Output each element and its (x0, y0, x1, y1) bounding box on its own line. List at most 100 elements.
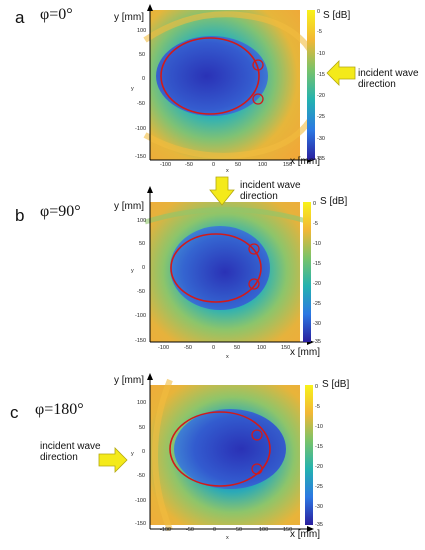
small-y-label: y (131, 86, 134, 92)
y-tick: -150 (135, 338, 147, 344)
cb-tick: -25 (313, 301, 321, 307)
cb-tick: -5 (315, 404, 320, 410)
arrow-left-icon (326, 60, 356, 86)
y-tick: -100 (135, 126, 147, 132)
x-tick: 0 (212, 345, 216, 351)
cb-tick: -25 (317, 114, 325, 120)
axes (147, 373, 314, 532)
small-y-label: y (131, 268, 134, 274)
panel-letter: c (10, 403, 19, 422)
small-x-label: x (226, 354, 229, 360)
x-tick: 100 (257, 345, 267, 351)
incident-line-2: direction (240, 191, 278, 202)
x-axis-label: x [mm] (290, 156, 320, 167)
colorbar (307, 10, 315, 160)
head-interior (156, 36, 268, 116)
y-tick: 0 (142, 265, 146, 271)
arrow-down-icon (209, 176, 235, 206)
target-circle-upper (251, 429, 263, 441)
cb-tick: 0 (315, 384, 319, 390)
cb-tick: 0 (313, 201, 317, 207)
panel-angle: φ=180° (35, 401, 84, 418)
incident-line-1: incident wave (358, 68, 419, 79)
incident-line-2: direction (358, 79, 396, 90)
target-circle-upper (248, 243, 260, 255)
target-circle-lower (248, 278, 260, 290)
x-tick: 50 (235, 162, 242, 168)
x-tick: 50 (236, 527, 243, 533)
target-circle-upper (252, 59, 264, 71)
incident-line-1: incident wave (40, 441, 101, 452)
cb-tick: -35 (313, 339, 321, 345)
y-axis-label: y [mm] (114, 201, 144, 212)
cb-tick: -15 (317, 72, 325, 78)
cb-tick: -15 (315, 444, 323, 450)
panel-angle: φ=0° (40, 6, 73, 23)
head-interior (170, 226, 270, 310)
cb-tick: -10 (315, 424, 323, 430)
cb-tick: -10 (313, 241, 321, 247)
cb-tick: -35 (315, 522, 323, 528)
incident-wave-label: incident wave direction (240, 180, 301, 202)
axes (147, 4, 314, 163)
y-tick: -50 (137, 101, 145, 107)
head-outline-ellipse (169, 411, 271, 487)
small-y-label: y (131, 451, 134, 457)
x-tick: -50 (184, 345, 192, 351)
target-circle-lower (251, 463, 263, 475)
panel-b: b φ=90° (0, 176, 425, 362)
x-tick: -50 (186, 527, 194, 533)
x-tick: 150 (283, 162, 293, 168)
x-tick: 100 (259, 527, 269, 533)
cb-tick: -5 (317, 29, 322, 35)
field-map (144, 202, 311, 342)
x-tick: 50 (234, 345, 241, 351)
cb-tick: -5 (313, 221, 318, 227)
incident-wave-label: incident wave direction (358, 68, 419, 90)
x-tick: 150 (283, 527, 293, 533)
y-axis-label: y [mm] (114, 12, 144, 23)
panel-letter: a (15, 8, 25, 27)
cb-tick: -35 (317, 156, 325, 162)
cb-tick: -30 (313, 321, 321, 327)
colorbar (303, 202, 311, 342)
cb-tick: -30 (317, 136, 325, 142)
x-tick: 150 (281, 345, 291, 351)
panel-a: a φ=0° (0, 0, 425, 180)
y-tick: 50 (139, 52, 146, 58)
y-tick: 50 (139, 241, 146, 247)
cb-tick: -20 (315, 464, 323, 470)
x-tick: -100 (160, 162, 172, 168)
y-tick: -100 (135, 498, 147, 504)
cb-tick: -30 (315, 504, 323, 510)
x-tick: 0 (212, 162, 216, 168)
field-map (150, 378, 300, 532)
panel-c: c φ=180° (0, 367, 425, 547)
target-circle-lower (252, 93, 264, 105)
x-tick: -100 (160, 527, 172, 533)
cb-tick: -15 (313, 261, 321, 267)
head-interior (174, 409, 286, 489)
x-tick: -50 (185, 162, 193, 168)
x-tick: -100 (158, 345, 170, 351)
y-axis-label: y [mm] (114, 375, 144, 386)
cb-tick: -20 (313, 281, 321, 287)
panel-angle: φ=90° (40, 203, 81, 220)
colorbar-label: S [dB] (322, 379, 350, 390)
y-tick: -100 (135, 313, 147, 319)
small-x-label: x (226, 168, 229, 174)
cb-tick: -10 (317, 51, 325, 57)
incident-line-2: direction (40, 452, 78, 463)
colorbar-label: S [dB] (323, 10, 351, 21)
colorbar-label: S [dB] (320, 196, 348, 207)
y-tick: -50 (137, 289, 145, 295)
panel-letter: b (15, 206, 25, 225)
colorbar (305, 385, 313, 525)
x-tick: 0 (213, 527, 217, 533)
head-outline-ellipse (160, 37, 260, 115)
field-map (143, 10, 313, 160)
incident-wave-label: incident wave direction (40, 441, 101, 463)
incident-line-1: incident wave (240, 180, 301, 191)
y-tick: 50 (139, 425, 146, 431)
head-outline-ellipse (170, 233, 262, 303)
